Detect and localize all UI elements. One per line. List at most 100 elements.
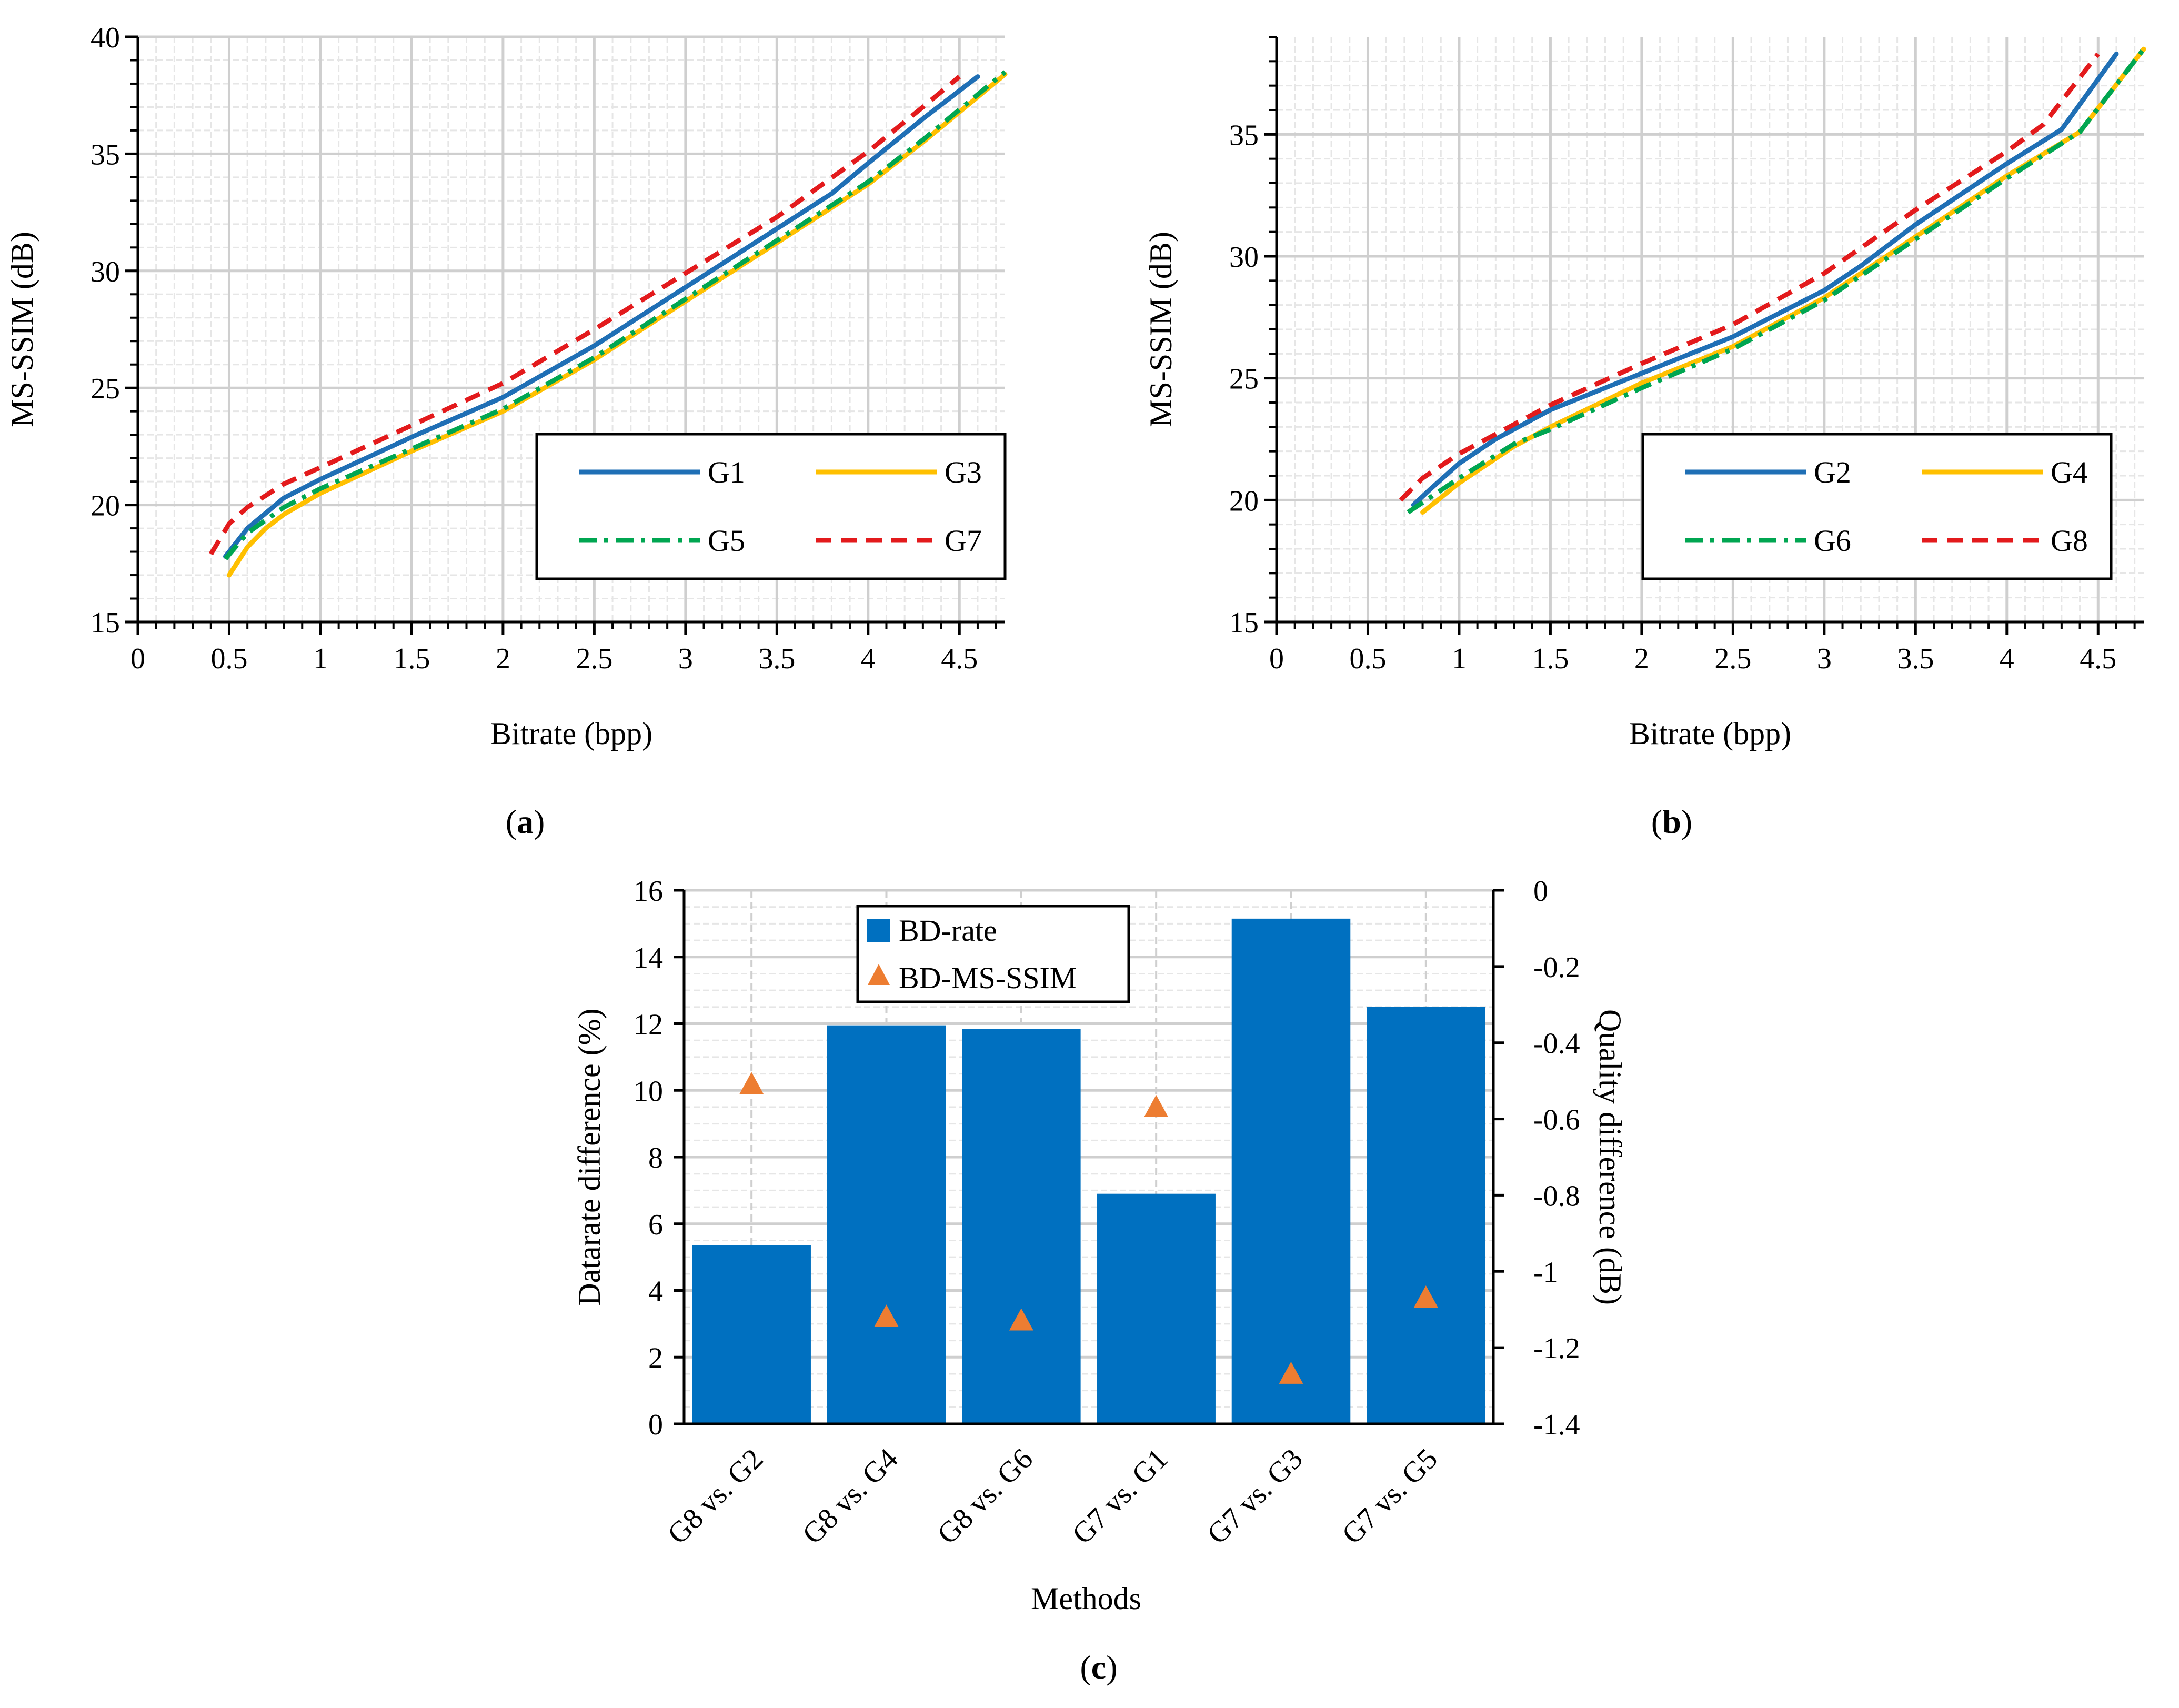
- legend-label-g6: G6: [1814, 524, 1851, 558]
- y-axis-title: Datarate difference (%): [572, 1008, 607, 1305]
- y2-tick-label: -0.4: [1533, 1028, 1580, 1060]
- x-axis-title: Bitrate (bpp): [1629, 716, 1791, 751]
- panel-label-b: (b): [1651, 803, 1692, 840]
- y2-tick-label: -0.6: [1533, 1104, 1580, 1137]
- y2-tick-label: -1: [1533, 1256, 1558, 1289]
- panel-label-a: (a): [506, 803, 545, 840]
- x-tick-label: 4.5: [2080, 642, 2116, 675]
- legend-box: [856, 905, 1130, 1003]
- x-tick-label: 2: [496, 642, 510, 675]
- series-line-g5: [224, 70, 1007, 560]
- marker-bd-ms-ssim: [1009, 1308, 1033, 1331]
- x-tick-label: 0.5: [1349, 642, 1386, 675]
- bar-bd-rate: [827, 1025, 946, 1424]
- x-axis-title: Bitrate (bpp): [490, 716, 652, 751]
- x-tick-label: 0: [1269, 642, 1284, 675]
- panel-a: 0 0.5 1 1.5 2 2.5 3 3.5 4 4.5 15 20 25 30 35 40 Bitrate …: [5, 22, 1008, 840]
- y-tick-label: 8: [648, 1142, 663, 1174]
- category-label: G7 vs. G3: [1201, 1442, 1309, 1551]
- legend-swatch-bd-ms-ssim: [868, 964, 890, 985]
- legend-box: [1641, 433, 2113, 580]
- marker-bd-ms-ssim: [1413, 1285, 1438, 1308]
- x-tick-label: 4.5: [941, 642, 978, 675]
- y2-tick-label: 0: [1533, 875, 1548, 908]
- y-tick-label: 15: [91, 607, 120, 639]
- paren-close: ): [534, 803, 545, 840]
- y-tick-label: 35: [1229, 119, 1259, 152]
- y-tick-label: 25: [91, 373, 120, 405]
- panel-letter: b: [1662, 803, 1681, 840]
- series-line-g8: [1399, 52, 2100, 502]
- series-line-g7: [208, 75, 961, 556]
- panel-b: 0 0.5 1 1.5 2 2.5 3 3.5 4 4.5 15 20 25 30 35 Bitrate (b…: [1143, 36, 2146, 840]
- x-tick-label: 3.5: [758, 642, 795, 675]
- marker-bd-ms-ssim: [1144, 1094, 1169, 1117]
- x-tick-label: 2.5: [1714, 642, 1751, 675]
- x-axis-title: Methods: [1031, 1581, 1141, 1616]
- y-axis-title: MS-SSIM (dB): [1143, 232, 1178, 427]
- x-tick-label: 3: [1817, 642, 1832, 675]
- y-tick-label: 2: [648, 1342, 663, 1374]
- marker-bd-ms-ssim: [874, 1304, 899, 1327]
- y-tick-label: 20: [91, 490, 120, 523]
- y-tick-label: 40: [91, 22, 120, 54]
- x-tick-label: 4: [861, 642, 876, 675]
- y2-axis-title: Quality difference (dB): [1593, 1009, 1628, 1305]
- panel-letter: a: [517, 803, 534, 840]
- bar-bd-rate: [1367, 1007, 1485, 1424]
- category-label: G7 vs. G1: [1066, 1442, 1174, 1551]
- x-tick-label: 1.5: [1532, 642, 1569, 675]
- y-axis-title: MS-SSIM (dB): [5, 232, 39, 427]
- bar-bd-rate: [1097, 1193, 1216, 1424]
- panel-c: 0 2 4 6 8 10 12 14 16 0 -0.2 -0.4 -0.6 -0.8 -1 -1.2 -1.4…: [572, 875, 1628, 1686]
- category-label: G7 vs. G5: [1335, 1442, 1444, 1551]
- x-tick-label: 2.5: [576, 642, 612, 675]
- y-tick-label: 15: [1229, 607, 1259, 639]
- legend-label-bd-ms-ssim: BD-MS-SSIM: [899, 961, 1077, 995]
- marker-bd-ms-ssim: [739, 1072, 764, 1094]
- x-tick-label: 4: [2000, 642, 2014, 675]
- legend-label-g5: G5: [708, 524, 745, 558]
- y-tick-label: 30: [1229, 241, 1259, 274]
- y-tick-label: 25: [1229, 363, 1259, 396]
- panel-letter: c: [1091, 1649, 1106, 1686]
- y2-tick-label: -1.2: [1533, 1332, 1580, 1365]
- y-tick-label: 20: [1229, 485, 1259, 517]
- bar-bd-rate: [962, 1029, 1081, 1424]
- paren-open: (: [1651, 803, 1662, 840]
- y-tick-label: 12: [634, 1009, 663, 1041]
- x-tick-label: 1: [1452, 642, 1467, 675]
- paren-open: (: [1080, 1649, 1091, 1686]
- legend-swatch-bd-rate: [867, 919, 890, 942]
- x-tick-label: 0: [130, 642, 145, 675]
- y-tick-label: 35: [91, 138, 120, 171]
- bar-bd-rate: [692, 1245, 811, 1424]
- x-tick-label: 3: [678, 642, 693, 675]
- category-label: G8 vs. G2: [661, 1442, 770, 1551]
- y-tick-label: 14: [634, 942, 663, 974]
- paren-close: ): [1106, 1649, 1117, 1686]
- series-line-g6: [1407, 47, 2146, 515]
- y-tick-label: 4: [648, 1275, 663, 1308]
- y-tick-label: 10: [634, 1075, 663, 1108]
- marker-bd-ms-ssim: [1279, 1361, 1303, 1384]
- x-tick-label: 1.5: [393, 642, 430, 675]
- x-tick-label: 1: [313, 642, 328, 675]
- legend-label-g1: G1: [708, 455, 745, 489]
- y2-tick-label: -0.2: [1533, 951, 1580, 984]
- series-line-g1: [223, 74, 980, 559]
- panel-label-c: (c): [1080, 1649, 1117, 1686]
- y2-tick-label: -0.8: [1533, 1180, 1580, 1212]
- legend-label-g2: G2: [1814, 455, 1851, 489]
- category-label: G8 vs. G6: [931, 1442, 1039, 1551]
- x-tick-label: 2: [1634, 642, 1649, 675]
- legend-label-g7: G7: [945, 524, 982, 558]
- legend-label-g8: G8: [2051, 524, 2088, 558]
- legend-label-g4: G4: [2051, 455, 2088, 489]
- paren-close: ): [1681, 803, 1692, 840]
- legend-label-g3: G3: [945, 455, 982, 489]
- y2-tick-label: -1.4: [1533, 1409, 1580, 1441]
- bar-bd-rate: [1231, 918, 1351, 1424]
- series-line-g2: [1411, 51, 2119, 508]
